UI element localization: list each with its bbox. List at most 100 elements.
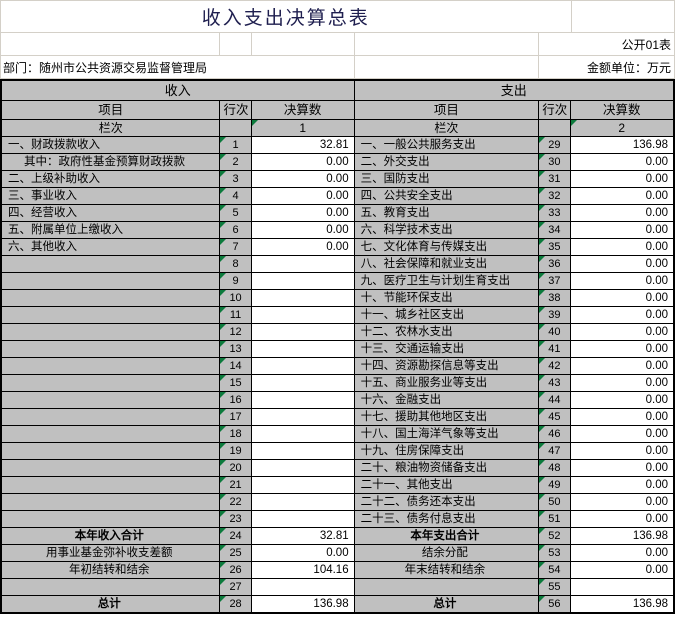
expense-item-cell: 二十三、债务付息支出 [353,510,540,528]
income-amount-cell: 32.81 [250,136,355,154]
income-amount-cell [250,391,355,409]
section-expense-title: 支出 [353,79,675,101]
table-row: 14 十四、资源勘探信息等支出 42 0.00 [0,357,675,375]
income-lineno-cell: 24 [219,527,252,545]
expense-amount-cell: 0.00 [569,272,675,290]
expense-amount-cell: 0.00 [569,561,675,579]
income-item-cell [0,476,221,494]
income-lineno-cell: 6 [219,221,252,239]
table-row: 总计 28 136.98 总计 56 136.98 [0,595,675,614]
expense-amount-cell: 0.00 [569,476,675,494]
expense-item-cell: 十七、援助其他地区支出 [353,408,540,426]
income-item-cell [0,357,221,375]
expense-amount-cell: 0.00 [569,374,675,392]
income-item-cell: 总计 [0,595,221,614]
income-amount-cell: 136.98 [250,595,355,614]
expense-amount-cell: 0.00 [569,493,675,511]
expense-item-cell: 十二、农林水支出 [353,323,540,341]
expense-lineno-cell: 54 [538,561,571,579]
expense-lineno-cell: 36 [538,255,571,273]
expense-lane-blank [538,119,571,137]
expense-lineno-cell: 39 [538,306,571,324]
expense-amount-cell: 136.98 [569,136,675,154]
expense-item-cell: 十六、金融支出 [353,391,540,409]
table-row: 17 十七、援助其他地区支出 45 0.00 [0,408,675,426]
table-row: 其中：政府性基金预算财政拨款 2 0.00 二、外交支出 30 0.00 [0,153,675,171]
income-lineno-cell: 28 [219,595,252,614]
income-lineno-cell: 21 [219,476,252,494]
income-lineno-cell: 9 [219,272,252,290]
income-lineno-cell: 8 [219,255,252,273]
table-row: 年初结转和结余 26 104.16 年末结转和结余 54 0.00 [0,561,675,579]
expense-lineno-cell: 45 [538,408,571,426]
expense-lineno-cell: 47 [538,442,571,460]
title-row: 收入支出决算总表 [0,0,675,33]
table-row: 8 八、社会保障和就业支出 36 0.00 [0,255,675,273]
department-row: 部门：随州市公共资源交易监督管理局 金额单位：万元 [0,55,675,79]
expense-amount-cell: 0.00 [569,221,675,239]
expense-item-cell [353,578,540,596]
form-code-spacer-2 [218,32,253,56]
expense-lineno-cell: 33 [538,204,571,222]
income-amount-cell [250,323,355,341]
income-amount-cell: 32.81 [250,527,355,545]
expense-lineno-cell: 41 [538,340,571,358]
expense-lane-number: 2 [569,119,675,137]
table-row: 10 十、节能环保支出 38 0.00 [0,289,675,307]
income-amount-cell: 0.00 [250,170,355,188]
income-item-cell [0,340,221,358]
expense-item-cell: 十四、资源勘探信息等支出 [353,357,540,375]
income-lineno-cell: 14 [219,357,252,375]
expense-amount-cell: 0.00 [569,340,675,358]
income-item-cell [0,493,221,511]
income-amount-cell [250,408,355,426]
table-row: 三、事业收入 4 0.00 四、公共安全支出 32 0.00 [0,187,675,205]
expense-item-cell: 十五、商业服务业等支出 [353,374,540,392]
expense-lineno-cell: 52 [538,527,571,545]
amount-unit-note: 金额单位：万元 [538,55,675,79]
table-row: 22 二十二、债务还本支出 50 0.00 [0,493,675,511]
income-amount-cell [250,374,355,392]
income-col-item: 项目 [0,100,221,120]
expense-lineno-cell: 40 [538,323,571,341]
expense-amount-cell: 0.00 [569,255,675,273]
expense-item-cell: 二、外交支出 [353,153,540,171]
income-amount-cell: 0.00 [250,187,355,205]
expense-amount-cell: 0.00 [569,204,675,222]
table-row: 15 十五、商业服务业等支出 43 0.00 [0,374,675,392]
income-lineno-cell: 12 [219,323,252,341]
expense-lineno-cell: 38 [538,289,571,307]
income-amount-cell [250,289,355,307]
income-item-cell: 其中：政府性基金预算财政拨款 [0,153,221,171]
income-amount-cell [250,493,355,511]
income-amount-cell [250,476,355,494]
income-lane-label: 栏次 [0,119,221,137]
income-amount-cell [250,578,355,596]
expense-amount-cell: 0.00 [569,391,675,409]
income-item-cell: 六、其他收入 [0,238,221,256]
budget-summary-table: 收入 支出 项目 行次 决算数 项目 行次 决算数 栏次 1 栏次 2 一、财政… [0,79,675,614]
income-lineno-cell: 11 [219,306,252,324]
expense-amount-cell: 0.00 [569,442,675,460]
expense-lineno-cell: 30 [538,153,571,171]
expense-amount-cell: 0.00 [569,289,675,307]
income-amount-cell [250,459,355,477]
income-lineno-cell: 25 [219,544,252,562]
table-row: 四、经营收入 5 0.00 五、教育支出 33 0.00 [0,204,675,222]
lane-number-row: 栏次 1 栏次 2 [0,119,675,137]
expense-lineno-cell: 29 [538,136,571,154]
expense-amount-cell [569,578,675,596]
income-col-lineno: 行次 [219,100,252,120]
form-code-spacer-1 [0,32,220,56]
expense-item-cell: 总计 [353,595,540,614]
expense-amount-cell: 0.00 [569,323,675,341]
expense-item-cell: 本年支出合计 [353,527,540,545]
income-lineno-cell: 15 [219,374,252,392]
income-lineno-cell: 10 [219,289,252,307]
table-row: 21 二十一、其他支出 49 0.00 [0,476,675,494]
expense-item-cell: 一、一般公共服务支出 [353,136,540,154]
income-item-cell: 年初结转和结余 [0,561,221,579]
expense-lineno-cell: 51 [538,510,571,528]
income-item-cell: 五、附属单位上缴收入 [0,221,221,239]
expense-item-cell: 年末结转和结余 [353,561,540,579]
